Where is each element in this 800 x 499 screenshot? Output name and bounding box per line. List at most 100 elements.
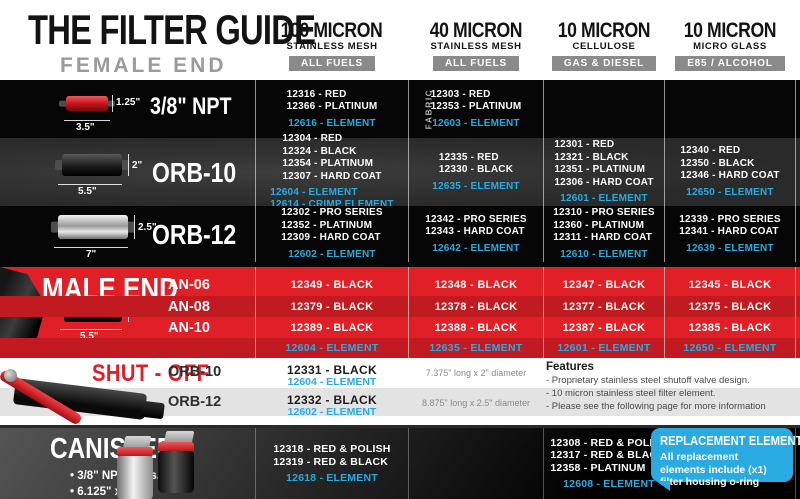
column-micron-label: 100 MICRON <box>281 19 383 42</box>
fuel-type-badge: GAS & DIESEL <box>551 56 657 71</box>
cell-orb10-10micron-cellulose: 12301 - RED 12321 - BLACK 12351 - PLATIN… <box>544 138 664 206</box>
element-part-number: 12601 - ELEMENT <box>557 342 651 354</box>
element-part-numbers: 12608 - ELEMENT <box>563 478 655 491</box>
element-part-numbers: 12603 - ELEMENT <box>432 117 520 129</box>
size-note: 8.875" long x 2.5" diameter <box>422 398 530 408</box>
element-part-numbers: 12604 - ELEMENT 12614 - CRIMP ELEMENT <box>270 187 394 210</box>
row-label-orb10: ORB-10 <box>168 364 222 380</box>
black-filter-image <box>62 154 122 176</box>
canister-cap-image <box>117 447 153 457</box>
dimension-line <box>58 184 122 185</box>
column-divider <box>664 138 665 206</box>
dimension-line <box>112 95 113 112</box>
row-npt: 1.25" 3.5" 3/8" NPT 12316 - RED 12366 - … <box>0 80 800 138</box>
male-row-an06: AN-06 12349 - BLACK 12348 - BLACK 12347 … <box>0 274 800 296</box>
column-media-label: STAINLESS MESH <box>430 41 522 52</box>
element-part-numbers: 12610 - ELEMENT <box>560 248 648 260</box>
column-divider <box>408 138 409 206</box>
part-numbers: 12339 - PRO SERIES 12341 - HARD COAT <box>679 213 781 238</box>
cell-orb10-10micron-glass: 12340 - RED 12350 - BLACK 12346 - HARD C… <box>665 138 795 206</box>
element-part-numbers: 12639 - ELEMENT <box>686 242 774 254</box>
column-divider <box>543 267 544 358</box>
fuel-type-badge: ALL FUELS <box>288 56 375 71</box>
width-dimension: 3.5" <box>76 122 95 133</box>
column-divider <box>543 206 544 262</box>
cell-an10-10micron-glass: 12385 - BLACK <box>688 321 772 334</box>
column-header-100-micron: 100 MICRON STAINLESS MESH ALL FUELS <box>256 20 408 71</box>
column-divider <box>408 267 409 358</box>
element-part-number: 12604 - ELEMENT <box>285 342 379 354</box>
shutoff-section-label: SHUT - OFF <box>92 360 210 387</box>
canister-silver-image <box>117 456 153 499</box>
chrome-filter-image <box>58 215 128 239</box>
column-divider <box>255 80 256 138</box>
column-divider <box>408 80 409 138</box>
cell-orb12-10micron-cellulose: 12310 - PRO SERIES 12360 - PLATINUM 1231… <box>544 206 664 262</box>
element-part-number: 12602 - ELEMENT <box>287 406 377 418</box>
part-numbers: 12335 - RED 12330 - BLACK <box>438 151 514 176</box>
fuel-type-badge: ALL FUELS <box>432 56 519 71</box>
cell-an10-10micron-cellulose: 12387 - BLACK <box>562 321 646 334</box>
column-divider <box>255 428 256 499</box>
male-end-section: MALE END 2" 5.5" AN-06 12349 - BLACK 123… <box>0 262 800 358</box>
cell-orb12-100micron: 12302 - PRO SERIES 12352 - PLATINUM 1230… <box>256 206 408 262</box>
column-divider <box>795 138 796 206</box>
part-number: 12331 - BLACK <box>287 363 377 377</box>
size-note: 7.375" long x 2" diameter <box>425 368 527 378</box>
female-end-section-label: FEMALE END <box>60 54 227 77</box>
column-divider <box>795 267 796 358</box>
column-header-40-micron: 40 MICRON STAINLESS MESH ALL FUELS <box>409 20 543 71</box>
cell-an08-10micron-glass: 12375 - BLACK <box>688 300 772 313</box>
part-numbers: 12304 - RED 12324 - BLACK 12354 - PLATIN… <box>282 133 382 182</box>
canister-section-label: CANISTER <box>50 433 175 465</box>
element-part-numbers: 12635 - ELEMENT <box>432 180 520 192</box>
cell-an08-40micron: 12378 - BLACK <box>434 300 518 313</box>
cell-canister-100micron: 12318 - RED & POLISH 12319 - RED & BLACK… <box>256 428 408 499</box>
male-row-an10: AN-10 12389 - BLACK 12388 - BLACK 12387 … <box>0 317 800 338</box>
row-label-orb12: ORB-12 <box>168 394 222 410</box>
features-block: Features - Proprietary stainless steel s… <box>546 361 796 413</box>
part-numbers: 12310 - PRO SERIES 12360 - PLATINUM 1231… <box>553 207 655 244</box>
shutoff-valve-hinge-image <box>4 369 17 382</box>
column-divider <box>543 138 544 206</box>
element-part-numbers: 12601 - ELEMENT <box>560 193 648 204</box>
row-label-orb12: ORB-12 <box>152 219 237 250</box>
width-dimension: 7" <box>86 249 97 260</box>
male-element-row: 12604 - ELEMENT 12635 - ELEMENT 12601 - … <box>0 338 800 358</box>
column-divider <box>255 267 256 358</box>
cell-an06-40micron: 12348 - BLACK <box>434 279 518 291</box>
column-divider <box>664 80 665 138</box>
cell-an06-10micron-glass: 12345 - BLACK <box>688 279 772 291</box>
height-dimension: 2" <box>132 160 143 171</box>
column-micron-label: 10 MICRON <box>557 19 651 42</box>
part-numbers: 12318 - RED & POLISH 12319 - RED & BLACK <box>273 443 391 468</box>
replacement-elements-callout: REPLACEMENT ELEMENTS All replacement ele… <box>651 428 800 491</box>
column-divider <box>795 206 796 262</box>
features-title: Features <box>546 361 594 373</box>
part-numbers: 12340 - RED 12350 - BLACK 12346 - HARD C… <box>680 145 780 182</box>
column-divider <box>543 80 544 138</box>
column-divider <box>255 206 256 262</box>
column-divider <box>543 428 544 499</box>
dimension-line <box>54 247 128 248</box>
cell-orb12-40micron: 12342 - PRO SERIES 12343 - HARD COAT 126… <box>409 206 543 262</box>
fuel-type-badge: E85 / ALCOHOL <box>675 56 785 71</box>
element-part-numbers: 12650 - ELEMENT <box>686 186 774 198</box>
page-title: THE FILTER GUIDE <box>28 6 396 54</box>
shutoff-valve-tip-image <box>141 400 165 420</box>
column-divider <box>408 206 409 262</box>
column-media-label: STAINLESS MESH <box>286 41 378 52</box>
column-divider <box>664 267 665 358</box>
column-header-10-micron-cellulose: 10 MICRON CELLULOSE GAS & DIESEL <box>544 20 664 71</box>
dimension-line <box>60 329 122 330</box>
canister-cap-image <box>158 442 194 452</box>
column-media-label: MICRO GLASS <box>693 41 767 52</box>
column-micron-label: 40 MICRON <box>429 19 523 42</box>
row-label-an08: AN-08 <box>168 298 210 315</box>
column-divider <box>664 206 665 262</box>
part-numbers: 12342 - PRO SERIES 12343 - HARD COAT <box>425 213 527 238</box>
part-number: 12332 - BLACK <box>287 393 377 407</box>
red-filter-image <box>66 96 108 111</box>
part-numbers: 12316 - RED 12366 - PLATINUM <box>286 88 378 113</box>
cell-orb12-10micron-glass: 12339 - PRO SERIES 12341 - HARD COAT 126… <box>665 206 795 262</box>
